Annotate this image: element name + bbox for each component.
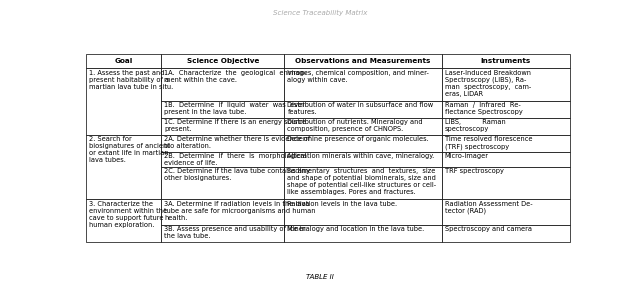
Text: TRF spectroscopy: TRF spectroscopy bbox=[445, 168, 504, 174]
Text: Time resolved florescence
(TRF) spectroscopy: Time resolved florescence (TRF) spectros… bbox=[445, 136, 532, 150]
Text: 2. Search for
biosignatures of ancient
or extant life in martian
lava tubes.: 2. Search for biosignatures of ancient o… bbox=[89, 136, 170, 163]
Bar bbox=[442, 200, 570, 225]
Text: 1C. Determine if there is an energy source
present.: 1C. Determine if there is an energy sour… bbox=[164, 119, 306, 132]
Bar bbox=[284, 152, 442, 167]
Bar bbox=[284, 225, 442, 242]
Text: Spectroscopy and camera: Spectroscopy and camera bbox=[445, 226, 532, 232]
Text: TABLE II: TABLE II bbox=[306, 274, 334, 280]
Bar bbox=[284, 54, 442, 68]
Text: 2B.  Determine  if  there  is  morphological
evidence of life.: 2B. Determine if there is morphological … bbox=[164, 153, 307, 166]
Bar bbox=[161, 68, 284, 101]
Text: Images, chemical composition, and miner-
alogy within cave.: Images, chemical composition, and miner-… bbox=[287, 70, 429, 83]
Bar bbox=[86, 54, 161, 68]
Text: Goal: Goal bbox=[115, 58, 132, 64]
Bar bbox=[86, 68, 161, 135]
Bar bbox=[442, 54, 570, 68]
Bar bbox=[161, 225, 284, 242]
Bar bbox=[161, 101, 284, 118]
Text: Sedimentary  structures  and  textures,  size
and shape of potential biominerals: Sedimentary structures and textures, siz… bbox=[287, 168, 436, 195]
Bar bbox=[284, 118, 442, 135]
Text: Science Traceability Matrix: Science Traceability Matrix bbox=[273, 10, 367, 16]
Bar bbox=[86, 200, 161, 242]
Text: 3B. Assess presence and usability of ice in
the lava tube.: 3B. Assess presence and usability of ice… bbox=[164, 226, 306, 239]
Text: Radiation levels in the lava tube.: Radiation levels in the lava tube. bbox=[287, 201, 397, 207]
Bar bbox=[442, 167, 570, 200]
Bar bbox=[284, 200, 442, 225]
Bar bbox=[442, 152, 570, 167]
Bar bbox=[86, 135, 161, 199]
Text: Determine presence of organic molecules.: Determine presence of organic molecules. bbox=[287, 136, 429, 142]
Text: Radiation Assessment De-
tector (RAD): Radiation Assessment De- tector (RAD) bbox=[445, 201, 532, 214]
Text: Mineralogy and location in the lava tube.: Mineralogy and location in the lava tube… bbox=[287, 226, 425, 232]
Text: 1. Assess the past and
present habitability of a
martian lava tube in situ.: 1. Assess the past and present habitabil… bbox=[89, 70, 173, 90]
Text: LIBS,          Raman
spectroscopy: LIBS, Raman spectroscopy bbox=[445, 119, 506, 132]
Bar bbox=[161, 135, 284, 152]
Bar bbox=[442, 225, 570, 242]
Bar bbox=[161, 118, 284, 135]
Text: Observations and Measurements: Observations and Measurements bbox=[296, 58, 431, 64]
Text: 2A. Determine whether there is evidence of
bio alteration.: 2A. Determine whether there is evidence … bbox=[164, 136, 310, 149]
Bar bbox=[284, 135, 442, 152]
Bar bbox=[442, 118, 570, 135]
Bar bbox=[442, 101, 570, 118]
Text: Alteration minerals within cave, mineralogy.: Alteration minerals within cave, mineral… bbox=[287, 153, 435, 159]
Text: Distribution of water in subsurface and flow
features.: Distribution of water in subsurface and … bbox=[287, 102, 433, 115]
Bar bbox=[284, 68, 442, 101]
Text: Science Objective: Science Objective bbox=[186, 58, 259, 64]
Text: 2C. Determine if the lava tube contains any
other biosignatures.: 2C. Determine if the lava tube contains … bbox=[164, 168, 310, 181]
Bar bbox=[161, 167, 284, 200]
Text: 3. Characterize the
environment within the
cave to support future
human explorat: 3. Characterize the environment within t… bbox=[89, 201, 167, 228]
Text: Instruments: Instruments bbox=[481, 58, 531, 64]
Bar bbox=[161, 152, 284, 167]
Bar bbox=[161, 200, 284, 225]
Bar bbox=[442, 135, 570, 152]
Text: Distribution of nutrients. Mineralogy and
composition, presence of CHNOPS.: Distribution of nutrients. Mineralogy an… bbox=[287, 119, 423, 132]
Bar bbox=[284, 101, 442, 118]
Bar bbox=[161, 54, 284, 68]
Text: 1B.  Determine  if  liquid  water  was  ever
present in the lava tube.: 1B. Determine if liquid water was ever p… bbox=[164, 102, 305, 115]
Text: Raman  /  Infrared  Re-
flectance Spectroscopy: Raman / Infrared Re- flectance Spectrosc… bbox=[445, 102, 522, 115]
Bar bbox=[442, 68, 570, 101]
Text: Laser-Induced Breakdown
Spectroscopy (LIBS), Ra-
man  spectroscopy,  cam-
eras, : Laser-Induced Breakdown Spectroscopy (LI… bbox=[445, 70, 531, 97]
Text: Micro-imager: Micro-imager bbox=[445, 153, 489, 159]
Text: 1A.  Characterize  the  geological  environ-
ment within the cave.: 1A. Characterize the geological environ-… bbox=[164, 70, 307, 83]
Bar bbox=[284, 167, 442, 200]
Text: 3A. Determine if radiation levels in the lava
tube are safe for microorganisms a: 3A. Determine if radiation levels in the… bbox=[164, 201, 316, 221]
